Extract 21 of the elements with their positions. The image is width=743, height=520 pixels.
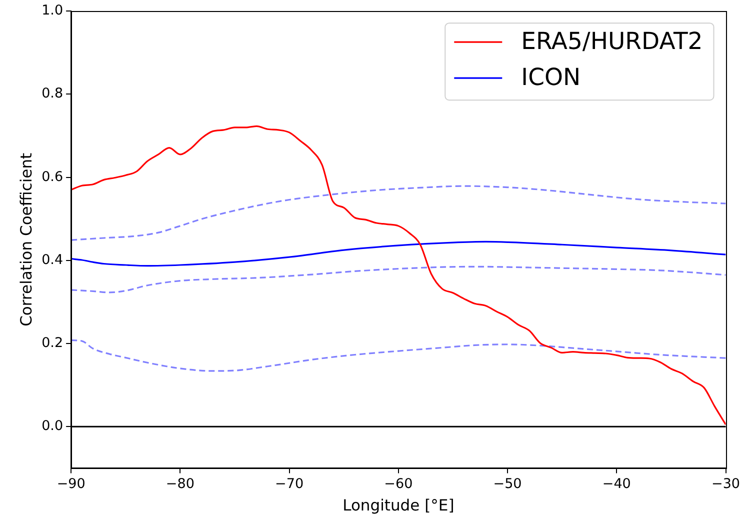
y-tick-label: 0.8 [42, 86, 64, 102]
y-tick-label: 0.4 [42, 252, 64, 268]
x-tick-label: −40 [602, 476, 631, 492]
line-series [71, 339, 726, 372]
x-tick-label: −70 [275, 476, 304, 492]
x-tick-label: −80 [166, 476, 194, 492]
x-axis-title: Longitude [°E] [342, 496, 454, 515]
y-tick-label: 1.0 [42, 2, 64, 19]
line-series [71, 240, 726, 267]
y-tick-label: 0.6 [42, 168, 64, 185]
legend-label: ERA5/HURDAT2 [521, 27, 703, 56]
x-tick-label: −90 [56, 476, 86, 492]
x-tick-label: −30 [712, 476, 740, 492]
y-axis-title: Correlation Coefficient [17, 152, 36, 326]
legend-label: ICON [521, 63, 581, 92]
line-series [71, 185, 726, 241]
line-series [71, 266, 726, 294]
x-tick-label: −50 [493, 476, 522, 492]
y-tick-label: 0.0 [42, 418, 64, 434]
x-tick-label: −60 [384, 476, 413, 492]
y-tick-label: 0.2 [42, 335, 64, 352]
